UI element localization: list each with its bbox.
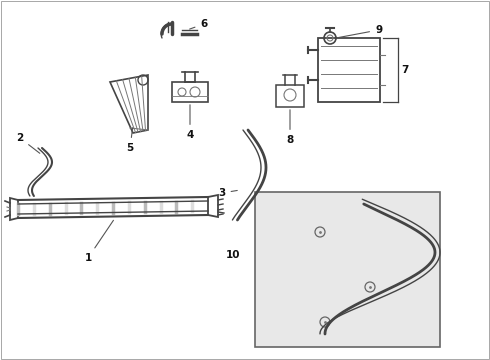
Text: 6: 6: [190, 19, 208, 29]
Text: 8: 8: [286, 110, 294, 145]
Text: 3: 3: [219, 188, 237, 198]
Bar: [255, 192, 440, 347]
Text: 9: 9: [339, 25, 382, 37]
Text: 2: 2: [16, 133, 40, 153]
Text: 4: 4: [186, 105, 194, 140]
Text: 7: 7: [401, 65, 408, 75]
Text: 10: 10: [225, 250, 240, 260]
Text: 5: 5: [126, 128, 134, 153]
Text: 1: 1: [84, 220, 114, 263]
